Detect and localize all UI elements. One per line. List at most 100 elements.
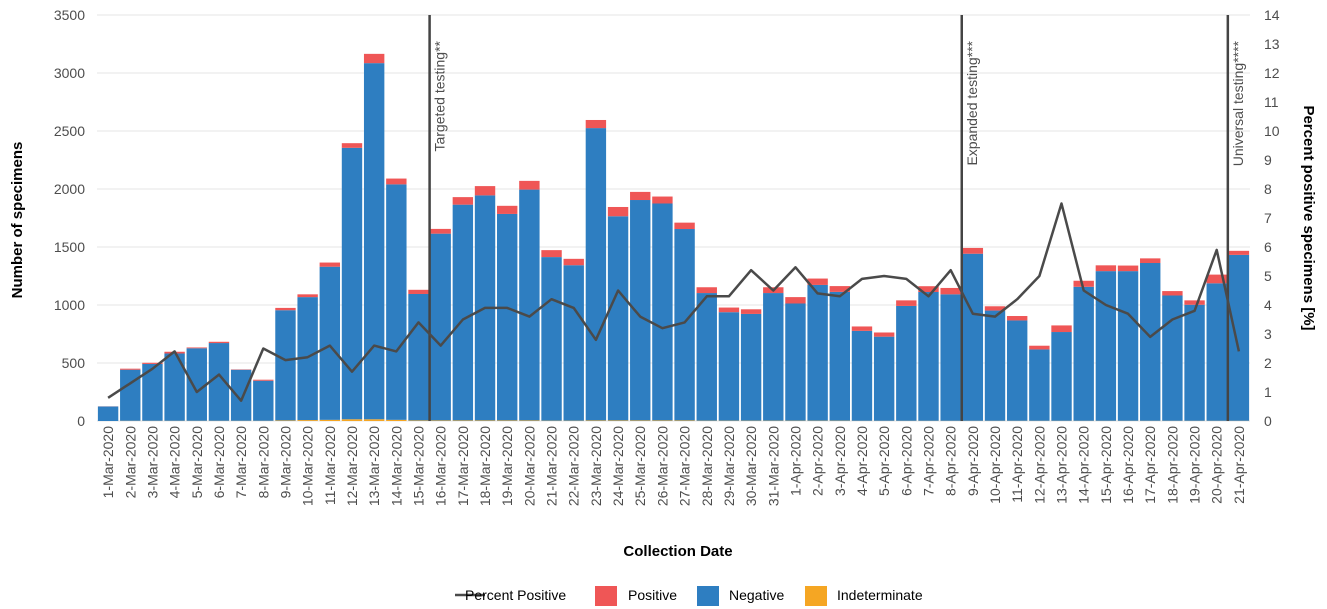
bar-positive: [984, 306, 1006, 311]
x-tick-label: 2-Mar-2020: [122, 426, 138, 499]
bar-positive: [696, 287, 717, 294]
bar-indeterminate: [386, 419, 407, 421]
bar-indeterminate: [630, 420, 651, 421]
bar-negative: [696, 293, 717, 421]
bar-negative: [497, 213, 518, 421]
bar-positive: [563, 258, 584, 266]
x-tick-label: 16-Mar-2020: [433, 426, 449, 506]
bar-positive: [585, 119, 607, 129]
bar-positive: [630, 191, 651, 201]
bar-positive: [1117, 265, 1139, 272]
bar-positive: [208, 341, 230, 344]
bar-negative: [940, 294, 961, 421]
bar-negative: [519, 189, 540, 421]
bar-negative: [319, 266, 341, 420]
event-lines: Targeted testing** Expanded testing*** Uni…: [428, 15, 1246, 421]
y2-tick-label: 12: [1264, 65, 1280, 81]
bar-positive: [1162, 291, 1183, 296]
bar-negative: [962, 253, 984, 421]
bar-indeterminate: [341, 419, 363, 421]
x-tick-label: 31-Mar-2020: [765, 426, 781, 506]
bar-negative: [829, 291, 850, 421]
bar-negative: [1073, 286, 1094, 421]
bar-positive: [918, 286, 939, 293]
bar-positive: [474, 186, 496, 196]
x-tick-label: 10-Mar-2020: [300, 426, 316, 506]
bar-negative: [1140, 263, 1161, 421]
bar-negative: [208, 343, 230, 421]
y-tick-label: 0: [77, 413, 85, 429]
bar-negative: [984, 310, 1006, 421]
legend-label: Percent Positive: [465, 587, 566, 603]
bar-indeterminate: [652, 420, 673, 421]
x-tick-label: 27-Mar-2020: [677, 426, 693, 506]
x-tick-label: 16-Apr-2020: [1120, 426, 1136, 504]
bar-positive: [652, 196, 673, 204]
x-tick-label: 15-Apr-2020: [1098, 426, 1114, 504]
x-tick-label: 30-Mar-2020: [743, 426, 759, 506]
x-tick-label: 8-Mar-2020: [255, 426, 271, 499]
x-tick-label: 15-Mar-2020: [411, 426, 427, 506]
x-tick-label: 13-Mar-2020: [366, 426, 382, 506]
x-tick-label: 13-Apr-2020: [1054, 426, 1070, 504]
bar-positive: [319, 262, 341, 267]
x-tick-label: 9-Apr-2020: [965, 426, 981, 496]
bar-positive: [519, 180, 540, 190]
bar-positive: [1051, 325, 1072, 333]
bar-positive: [873, 332, 895, 337]
bar-negative: [1184, 304, 1205, 421]
x-tick-label: 10-Apr-2020: [987, 426, 1003, 504]
bar-negative: [1228, 254, 1250, 421]
bar-negative: [718, 312, 740, 421]
bar-positive: [940, 287, 961, 295]
bar-positive: [297, 294, 318, 298]
bar-positive: [363, 53, 385, 64]
x-tick-label: 21-Apr-2020: [1231, 426, 1247, 504]
bar-positive: [541, 250, 562, 258]
bar-negative: [1006, 320, 1028, 421]
bar-negative: [230, 369, 252, 421]
event-label: Expanded testing***: [964, 40, 980, 165]
y2-tick-label: 2: [1264, 355, 1272, 371]
bar-positive: [1206, 274, 1227, 284]
x-tick-label: 20-Apr-2020: [1209, 426, 1225, 504]
x-tick-label: 14-Mar-2020: [388, 426, 404, 506]
bar-indeterminate: [497, 420, 518, 421]
x-tick-label: 9-Mar-2020: [278, 426, 294, 499]
bar-negative: [186, 348, 207, 421]
bar-negative: [1206, 283, 1227, 421]
bar-negative: [740, 313, 762, 421]
bar-negative: [363, 63, 385, 420]
bar-negative: [896, 305, 917, 421]
bar-negative: [1029, 349, 1050, 421]
x-tick-label: 24-Mar-2020: [610, 426, 626, 506]
bar-positive: [851, 326, 873, 331]
bar-negative: [652, 203, 673, 421]
bar-positive: [896, 300, 917, 306]
x-tick-label: 1-Mar-2020: [100, 426, 116, 499]
x-tick-label: 22-Mar-2020: [566, 426, 582, 506]
y-axis-title: Number of specimens: [9, 142, 26, 299]
event-label: Universal testing****: [1230, 40, 1246, 166]
x-tick-label: 14-Apr-2020: [1076, 426, 1092, 504]
bar-negative: [1117, 271, 1139, 421]
bar-negative: [1095, 271, 1117, 421]
bar-negative: [1051, 332, 1072, 421]
bar-indeterminate: [674, 420, 695, 421]
x-tick-label: 1-Apr-2020: [788, 426, 804, 496]
bar-positive: [607, 206, 629, 217]
bar-positive: [408, 289, 429, 294]
bar-negative: [386, 184, 407, 420]
bar-negative: [563, 265, 584, 421]
legend-swatch-positive: [595, 586, 617, 606]
x-tick-label: 20-Mar-2020: [521, 426, 537, 506]
bar-negative: [142, 363, 163, 421]
bar-indeterminate: [519, 420, 540, 421]
x-tick-label: 26-Mar-2020: [654, 426, 670, 506]
bar-positive: [120, 368, 141, 370]
y-tick-label: 3500: [54, 7, 85, 23]
bar-positive: [807, 278, 828, 285]
legend-label: Negative: [729, 587, 784, 603]
x-tick-label: 7-Mar-2020: [233, 426, 249, 499]
bar-indeterminate: [363, 419, 385, 421]
